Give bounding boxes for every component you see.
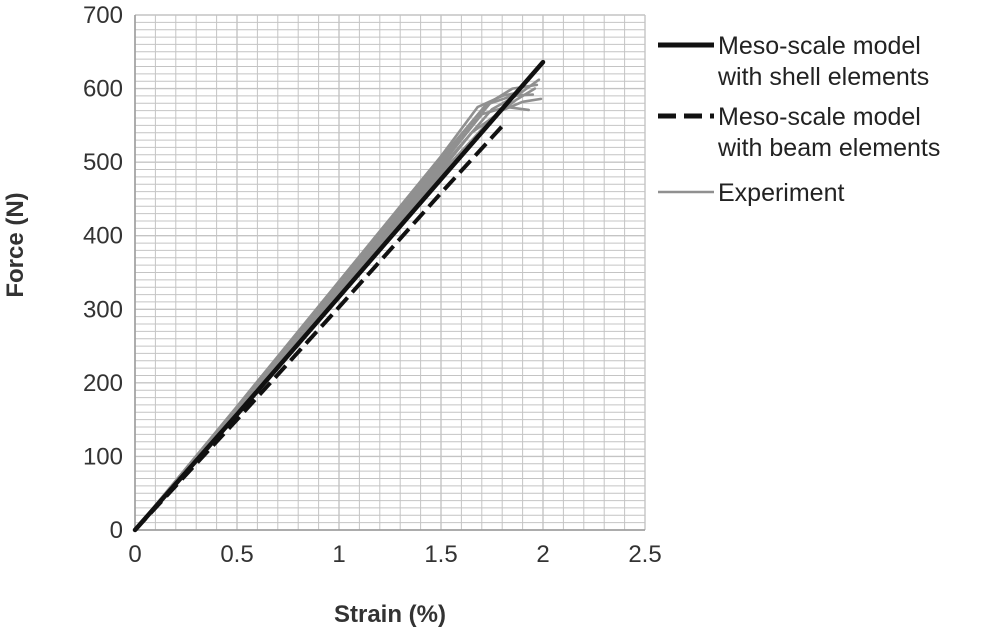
legend-entry: Experiment xyxy=(658,179,844,207)
plot-border xyxy=(134,15,645,531)
x-tick-label: 0.5 xyxy=(220,541,253,568)
grid xyxy=(134,14,646,531)
legend-label: Meso-scale model with beam elements xyxy=(717,103,940,162)
series-layer xyxy=(132,59,546,533)
legend-entry: Meso-scale model with shell elements xyxy=(658,32,929,91)
legend-label: Meso-scale model with shell elements xyxy=(717,32,929,91)
series-line-shell-model xyxy=(132,59,546,533)
series-line-beam-model xyxy=(133,120,508,532)
x-tick-label: 2.5 xyxy=(628,541,661,568)
legend: Meso-scale model with shell elements Meso-… xyxy=(658,32,940,207)
y-tick-label: 100 xyxy=(83,443,123,470)
x-tick-label: 0 xyxy=(128,541,141,568)
y-tick-label: 0 xyxy=(110,517,123,544)
y-tick-label: 400 xyxy=(83,223,123,250)
x-tick-label: 1.5 xyxy=(424,541,457,568)
y-axis-title: Force (N) xyxy=(2,192,29,297)
x-tick-label: 2 xyxy=(536,541,549,568)
y-axis-ticks: 0 100 200 300 400 500 600 700 xyxy=(83,2,123,544)
x-axis-ticks: 0 0.5 1 1.5 2 2.5 xyxy=(128,541,661,568)
y-tick-label: 300 xyxy=(83,296,123,323)
series-line-experiment xyxy=(133,105,531,532)
y-tick-label: 600 xyxy=(83,76,123,103)
legend-label: Experiment xyxy=(718,179,844,207)
y-tick-label: 200 xyxy=(83,370,123,397)
y-tick-label: 700 xyxy=(83,2,123,29)
x-tick-label: 1 xyxy=(332,541,345,568)
x-axis-title: Strain (%) xyxy=(334,601,446,628)
y-tick-label: 500 xyxy=(83,149,123,176)
series-line-experiment xyxy=(133,90,524,532)
legend-entry: Meso-scale model with beam elements xyxy=(658,103,940,162)
